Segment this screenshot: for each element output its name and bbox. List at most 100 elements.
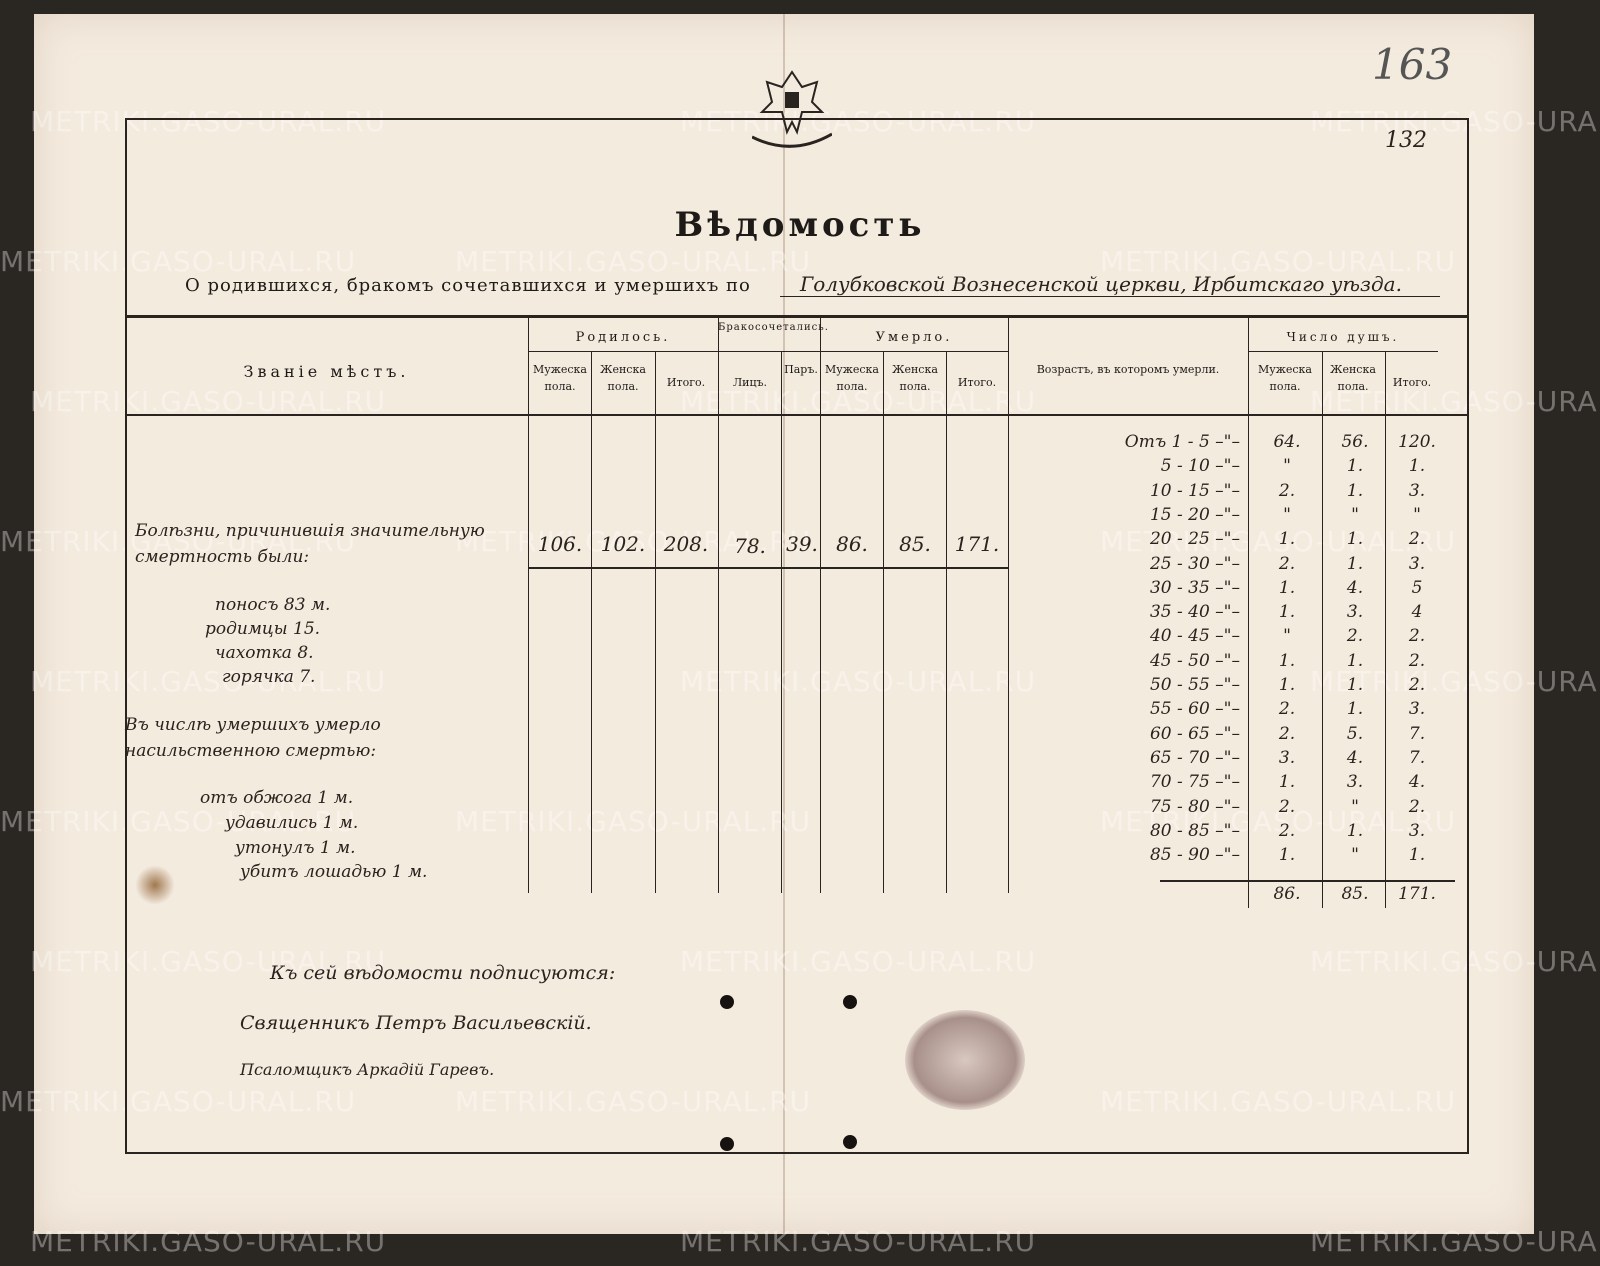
age-range: 70 - 75 –"–: [1149, 772, 1240, 793]
deaths-total: 2.: [1408, 529, 1426, 550]
age-range: 15 - 20 –"–: [1149, 504, 1240, 525]
age-range: 80 - 85 –"–: [1149, 820, 1240, 841]
parish-name: Голубковской Вознесенской церкви, Ирбитс…: [800, 272, 1402, 296]
header-born-female: Женска пола.: [600, 363, 646, 393]
deaths-male: 1.: [1278, 772, 1296, 793]
deaths-female: 1.: [1346, 675, 1364, 695]
sheet-number: 132: [1385, 128, 1427, 153]
document-page: [34, 14, 1534, 1234]
header-place: Званіе мѣстъ.: [243, 362, 410, 381]
deaths-total: 7.: [1408, 747, 1426, 768]
deaths-male: 2.: [1278, 723, 1296, 744]
age-total-female: 85.: [1341, 884, 1369, 904]
stain: [135, 865, 175, 905]
header-died-total: Итого.: [957, 376, 997, 389]
deaths-total: 3.: [1408, 480, 1426, 501]
deaths-female: 1.: [1346, 650, 1364, 671]
age-range: 10 - 15 –"–: [1149, 480, 1240, 501]
died-female-value: 85.: [899, 532, 931, 556]
header-married-pairs: Паръ.: [784, 363, 818, 376]
age-range: 45 - 50 –"–: [1149, 650, 1240, 671]
born-male-value: 106.: [537, 532, 583, 556]
header-married-persons: Лицъ.: [732, 376, 768, 389]
deaths-male: 1.: [1278, 577, 1296, 598]
disease-item: поносъ 83 м.: [215, 595, 331, 615]
age-range: 35 - 40 –"–: [1149, 602, 1240, 623]
header-souls-total: Итого.: [1392, 376, 1432, 389]
binding-hole: [843, 995, 857, 1009]
deaths-female: 5.: [1346, 723, 1364, 744]
deaths-male: 2.: [1278, 820, 1296, 841]
deaths-female: 1.: [1346, 456, 1364, 477]
reader-signature: Псаломщикъ Аркадій Гаревъ.: [240, 1060, 495, 1079]
deaths-total: 2.: [1408, 650, 1426, 671]
header-born-total: Итого.: [666, 376, 706, 389]
deaths-female: 3.: [1346, 602, 1364, 623]
parish-underline: [780, 296, 1440, 297]
deaths-female: 1.: [1346, 699, 1364, 720]
deaths-total: 1.: [1408, 456, 1426, 477]
group-rule: [528, 351, 1008, 352]
deaths-male: ": [1283, 626, 1291, 647]
violent-death-item: убитъ лошадью 1 м.: [240, 862, 428, 882]
deaths-male: 2.: [1278, 553, 1296, 574]
column-line: [1322, 352, 1323, 908]
deaths-total: 4: [1411, 602, 1423, 623]
deaths-total: 3.: [1408, 820, 1426, 841]
header-died-male: Мужеска пола.: [825, 363, 879, 393]
signatures-intro: Къ сей вѣдомости подписуются:: [270, 962, 616, 984]
died-male-value: 86.: [836, 532, 868, 556]
column-line: [946, 352, 947, 893]
disease-item: чахотка 8.: [215, 643, 314, 663]
disease-item: горячка 7.: [222, 667, 316, 687]
deaths-male: ": [1283, 504, 1291, 525]
deaths-total: ": [1413, 504, 1421, 525]
deaths-female: 1.: [1346, 480, 1364, 501]
header-born-male: Мужеска пола.: [533, 363, 587, 393]
age-range: 55 - 60 –"–: [1149, 699, 1240, 720]
born-total-value: 208.: [663, 532, 709, 556]
page-fold: [783, 14, 785, 1234]
born-female-value: 102.: [600, 532, 646, 556]
deaths-female: 3.: [1346, 772, 1364, 793]
archive-page-number: 163: [1372, 40, 1453, 89]
deaths-total: 4.: [1408, 772, 1426, 793]
column-line: [655, 352, 656, 893]
header-age: Возрастъ, въ которомъ умерли.: [1036, 363, 1220, 376]
deaths-male: ": [1283, 456, 1291, 477]
deaths-female: 56.: [1341, 432, 1369, 452]
binding-hole: [720, 995, 734, 1009]
column-line: [528, 318, 529, 893]
age-total-all: 171.: [1398, 884, 1436, 904]
deaths-total: 7.: [1408, 723, 1426, 744]
deaths-female: 1.: [1346, 529, 1364, 550]
double-headed-eagle-emblem: [751, 62, 833, 162]
column-line: [781, 352, 782, 893]
priest-signature: Священникъ Петръ Васильевскій.: [240, 1012, 592, 1034]
column-line: [820, 318, 821, 893]
deaths-total: 5: [1411, 577, 1423, 598]
column-line: [718, 318, 719, 893]
document-subtitle: О родившихся, бракомъ сочетавшихся и уме…: [185, 275, 751, 296]
diseases-intro: Болѣзни, причинившія значительную смертн…: [135, 521, 485, 567]
deaths-female: 1.: [1346, 553, 1364, 574]
deaths-female: ": [1351, 796, 1359, 817]
deaths-total: 3.: [1408, 699, 1426, 720]
header-souls: Число душъ.: [1286, 330, 1400, 344]
binding-hole: [720, 1137, 734, 1151]
column-line: [1385, 352, 1386, 908]
binding-hole: [843, 1135, 857, 1149]
deaths-male: 1.: [1278, 845, 1296, 866]
deaths-total: 3.: [1408, 553, 1426, 574]
age-range: Отъ 1 - 5 –"–: [1124, 432, 1240, 452]
deaths-total: 120.: [1398, 432, 1436, 452]
age-range: 75 - 80 –"–: [1149, 796, 1240, 817]
deaths-female: ": [1351, 845, 1359, 866]
deaths-female: 4.: [1346, 747, 1364, 768]
header-born: Родилось.: [575, 330, 671, 345]
header-bottom-rule: [125, 414, 1467, 416]
document-title: Вѣдомость: [674, 205, 926, 245]
deaths-male: 1.: [1278, 675, 1296, 695]
header-died-female: Женска пола.: [892, 363, 938, 393]
deaths-male: 2.: [1278, 699, 1296, 720]
